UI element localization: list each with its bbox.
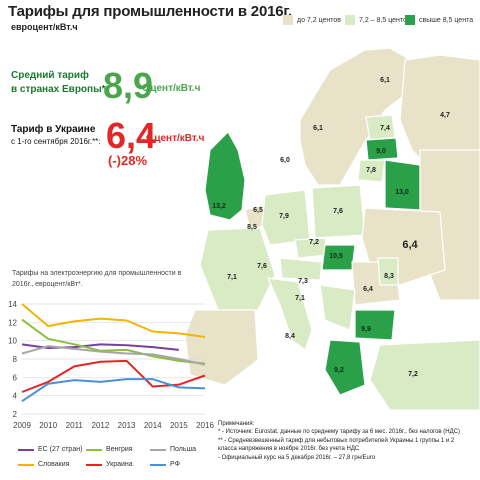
- legend-swatch: [405, 15, 415, 25]
- legend-line: [18, 448, 34, 451]
- map-value-label: 7,9: [279, 213, 289, 220]
- chart-legend-item: РФ: [150, 461, 180, 468]
- chart-legend-item: Украина: [86, 461, 133, 468]
- map-value-label: 4,7: [440, 112, 450, 119]
- y-tick-label: 8: [13, 355, 18, 364]
- x-tick-label: 2011: [66, 421, 84, 430]
- eu-label-line2: в странах Европы*:: [11, 84, 109, 95]
- note-line: ** - Средневзвешенный тариф для небытовы…: [218, 437, 455, 444]
- map-value-label: 7,3: [298, 278, 308, 285]
- eu-label-line1: Средний тариф: [11, 70, 89, 81]
- series-line: [21, 345, 206, 366]
- map-value-label: 9,0: [376, 148, 386, 155]
- map-legend-item-high: свыше 8,5 цента: [405, 15, 473, 25]
- map-value-label: 6,4: [363, 286, 373, 293]
- x-tick-label: 2014: [144, 421, 162, 430]
- map-value-label: 8,3: [384, 273, 394, 280]
- legend-line: [18, 463, 34, 466]
- ukraine-tariff-unit: € цент/кВт.ч: [146, 133, 205, 144]
- eu-average-unit: € цент/кВт.ч: [142, 83, 201, 94]
- note-line: * - Источник: Eurostat, данные по средне…: [218, 429, 461, 436]
- chart-legend-item: Словакия: [18, 461, 69, 468]
- notes-heading: Примечания:: [218, 421, 255, 427]
- map-legend-item-mid: 7,2 – 8,5 центов: [345, 15, 411, 25]
- ukraine-tariff-date: с 1-го сентября 2016г.**:: [11, 137, 101, 146]
- y-tick-label: 10: [8, 337, 17, 346]
- page-subtitle: евроцент/кВт.ч: [11, 22, 78, 32]
- legend-line: [86, 463, 102, 466]
- legend-label: ЕС (27 стран): [38, 446, 83, 453]
- eu-average-label: Средний тариф в странах Европы*:: [11, 69, 109, 97]
- map-value-label: 7,2: [408, 371, 418, 378]
- page-title: Тарифы для промышленности в 2016г.: [8, 3, 292, 20]
- legend-swatch: [283, 15, 293, 25]
- map-value-label: 7,8: [366, 167, 376, 174]
- chart-title: Тарифы на электроэнергию для промышленно…: [12, 270, 182, 288]
- series-line: [21, 343, 179, 351]
- series-line: [21, 378, 206, 402]
- map-legend-item-low: до 7,2 центов: [283, 15, 341, 25]
- x-tick-label: 2015: [170, 421, 188, 430]
- line-chart: 2 4 6 8 10 12 14 2009 2010 2011 2012 2013 2014 2015 20…: [8, 300, 214, 430]
- y-tick-label: 4: [13, 392, 18, 401]
- map-value-label: 6,5: [253, 207, 263, 214]
- map-value-label: 6,4: [402, 239, 418, 251]
- ukraine-tariff-value: 6,4: [106, 115, 157, 156]
- map-value-label: 8,4: [285, 333, 295, 340]
- chart-legend-item: ЕС (27 стран): [18, 446, 82, 453]
- map-value-label: 9,9: [361, 326, 371, 333]
- x-tick-label: 2009: [13, 421, 31, 430]
- map-value-label: 7,6: [257, 263, 267, 270]
- y-tick-label: 2: [13, 410, 18, 419]
- x-tick-label: 2013: [118, 421, 136, 430]
- map-value-label: 7,6: [333, 208, 343, 215]
- map-value-label: 7,4: [380, 125, 390, 132]
- y-tick-label: 6: [13, 373, 18, 382]
- legend-swatch: [345, 15, 355, 25]
- map-value-label: 6,1: [380, 77, 390, 84]
- map-value-label: 7,1: [227, 274, 237, 281]
- y-tick-label: 12: [8, 318, 17, 327]
- footnotes: Примечания: * - Источник: Eurostat, данн…: [218, 420, 480, 462]
- legend-line: [86, 448, 102, 451]
- x-tick-label: 2012: [92, 421, 110, 430]
- map-value-label: 9,2: [334, 367, 344, 374]
- legend-label: до 7,2 центов: [297, 16, 342, 24]
- series-line: [21, 359, 206, 393]
- x-tick-label: 2010: [39, 421, 57, 430]
- legend-label: 7,2 – 8,5 центов: [359, 16, 411, 24]
- map-value-label: 7,2: [309, 239, 319, 246]
- legend-label: Венгрия: [106, 446, 133, 453]
- series-line: [21, 318, 206, 365]
- legend-label: РФ: [170, 461, 180, 468]
- map-value-label: 13,2: [212, 203, 226, 210]
- map-value-label: 10,5: [329, 253, 343, 260]
- eu-average-value: 8,9: [103, 65, 154, 106]
- legend-line: [150, 448, 166, 451]
- note-line: - Официальный курс на 5 декабря 2016г. –…: [218, 454, 376, 461]
- map-value-label: 6,0: [280, 157, 290, 164]
- legend-label: свыше 8,5 цента: [419, 16, 474, 24]
- ukraine-tariff-label: Тариф в Украине: [11, 124, 96, 135]
- legend-label: Украина: [106, 461, 133, 468]
- map-value-label: 13,0: [395, 189, 409, 196]
- note-line: класса напряжения в ноябре 2016г. без уч…: [218, 446, 360, 453]
- legend-label: Польша: [170, 446, 197, 453]
- legend-label: Словакия: [38, 461, 70, 468]
- series-line: [21, 303, 206, 338]
- map-value-label: 6,1: [313, 125, 323, 132]
- x-tick-label: 2016: [196, 421, 214, 430]
- map-value-label: 7,1: [295, 295, 305, 302]
- map-value-label: 8,5: [247, 224, 257, 231]
- chart-legend-item: Польша: [150, 446, 196, 453]
- legend-line: [150, 463, 166, 466]
- ukraine-tariff-change: (-)28%: [108, 153, 148, 168]
- y-tick-label: 14: [8, 300, 17, 309]
- chart-legend-item: Венгрия: [86, 446, 133, 453]
